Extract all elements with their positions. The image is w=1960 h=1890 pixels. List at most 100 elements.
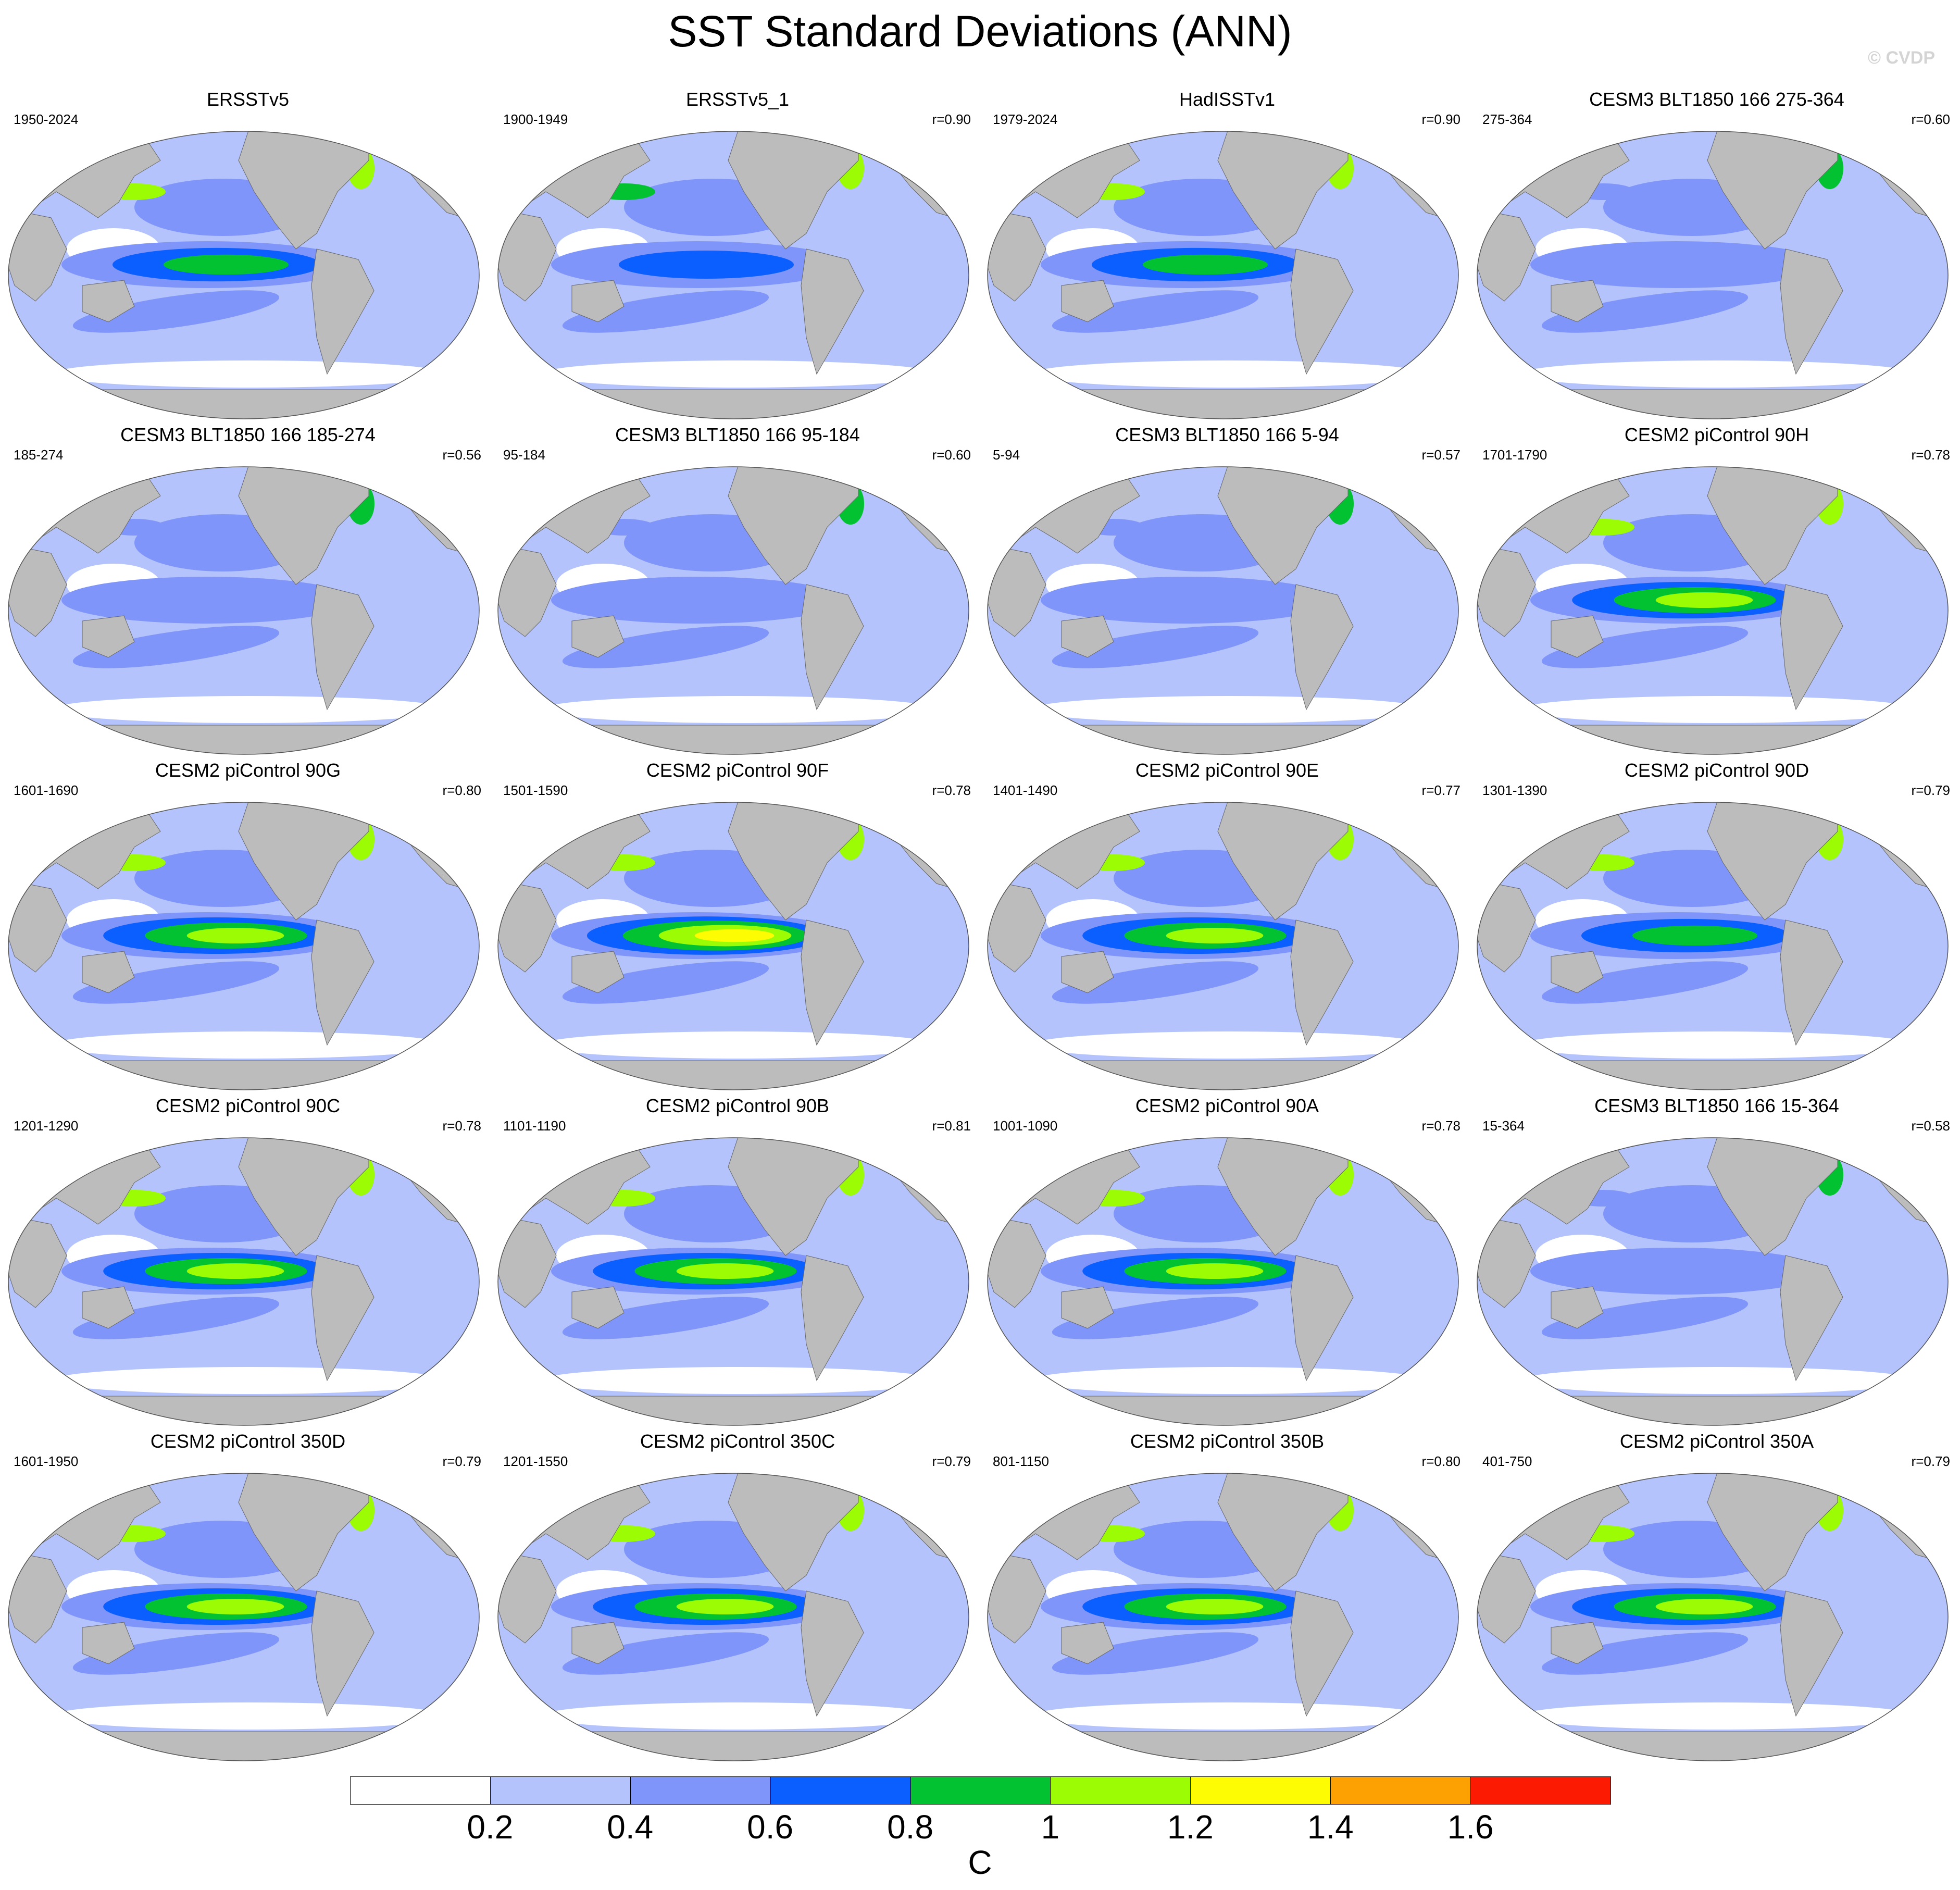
map-panel: CESM2 piControl 90F 1501-1590 r=0.78 <box>494 759 981 1134</box>
sst-map <box>1477 466 1949 755</box>
land-africa <box>498 1218 557 1308</box>
map-panel: CESM2 piControl 350D 1601-1950 r=0.79 <box>4 1429 492 1805</box>
map-outline <box>1477 1473 1949 1761</box>
panel-title: HadISSTv1 <box>1179 89 1276 110</box>
panel-years: 1001-1090 <box>993 1118 1058 1134</box>
south-pacific-band <box>562 290 769 333</box>
land-africa <box>988 1554 1046 1644</box>
south-pacific-band <box>1541 626 1749 668</box>
panel-title: CESM3 BLT1850 166 5-94 <box>1115 424 1339 445</box>
map-outline <box>987 1137 1459 1426</box>
colorbar-tick-label: 1 <box>1041 1808 1060 1846</box>
low-variability-region <box>541 1031 937 1059</box>
land-south-america <box>311 1590 374 1717</box>
south-pacific-band <box>72 1297 280 1339</box>
panel-title: CESM3 BLT1850 166 15-364 <box>1594 1095 1839 1116</box>
south-pacific-band <box>1541 961 1749 1004</box>
sst-map <box>1477 131 1949 419</box>
sst-map <box>987 802 1459 1090</box>
land-south-america <box>1290 1590 1354 1717</box>
land-australia <box>1061 615 1114 658</box>
equatorial-variability-tongue <box>186 928 284 943</box>
panel-years: 95-184 <box>503 447 545 463</box>
panel-correlation: r=0.80 <box>1421 1453 1460 1469</box>
equatorial-variability-tongue <box>164 254 289 275</box>
colorbar-tick-label: 0.2 <box>467 1808 514 1846</box>
watermark: © CVDP <box>1868 48 1935 68</box>
map-outline <box>8 1137 480 1426</box>
map-outline <box>497 466 969 755</box>
panel-title: CESM2 piControl 350A <box>1619 1431 1814 1452</box>
panel-correlation: r=0.77 <box>1421 782 1460 798</box>
low-variability-region <box>51 1367 447 1394</box>
panel-correlation: r=0.90 <box>932 111 971 127</box>
panel-title: CESM3 BLT1850 166 185-274 <box>120 424 376 445</box>
panel-correlation: r=0.80 <box>442 782 481 798</box>
panel-title: CESM2 piControl 90H <box>1624 424 1809 445</box>
land-antarctica <box>8 389 479 419</box>
panel-years: 801-1150 <box>993 1453 1049 1469</box>
low-variability-region <box>1520 1031 1916 1059</box>
panel-years: 1601-1690 <box>14 782 79 798</box>
equatorial-variability-tongue <box>619 251 794 279</box>
land-africa <box>498 883 557 973</box>
panel-years: 15-364 <box>1482 1118 1525 1134</box>
land-antarctica <box>988 725 1458 754</box>
map-panel: CESM2 piControl 350B 801-1150 r=0.80 <box>983 1429 1471 1805</box>
equatorial-variability-tongue <box>1143 254 1268 275</box>
land-south-america <box>1780 1590 1843 1717</box>
panel-years: 1301-1390 <box>1482 782 1547 798</box>
land-south-america <box>1290 1255 1354 1382</box>
panel-years: 1201-1290 <box>14 1118 79 1134</box>
equatorial-variability-tongue <box>694 929 775 942</box>
equatorial-variability-tongue <box>676 1263 774 1279</box>
panel-correlation: r=0.79 <box>1911 1453 1950 1469</box>
land-south-america <box>1290 248 1354 375</box>
land-south-america <box>801 584 864 711</box>
panel-title: CESM2 piControl 90G <box>155 760 341 781</box>
equatorial-variability-tongue <box>1530 241 1822 288</box>
land-australia <box>1551 615 1604 658</box>
panel-correlation: r=0.79 <box>932 1453 971 1469</box>
map-outline <box>497 802 969 1090</box>
land-africa <box>988 212 1046 302</box>
map-outline <box>987 802 1459 1090</box>
map-panel: CESM2 piControl 90G 1601-1690 r=0.80 <box>4 759 492 1134</box>
land-south-america <box>1780 584 1843 711</box>
sst-map <box>497 802 969 1090</box>
panel-title: CESM3 BLT1850 166 95-184 <box>615 424 860 445</box>
colorbar-swatch <box>1190 1776 1331 1805</box>
south-pacific-band <box>1052 961 1259 1004</box>
land-antarctica <box>1477 725 1948 754</box>
sst-map <box>987 466 1459 755</box>
land-africa <box>8 212 67 302</box>
sst-map <box>8 802 480 1090</box>
colorbar-swatch <box>910 1776 1051 1805</box>
map-panel: CESM2 piControl 90H 1701-1790 r=0.78 <box>1473 423 1960 798</box>
land-antarctica <box>498 1731 969 1761</box>
land-australia <box>571 280 625 322</box>
sst-map <box>987 1137 1459 1426</box>
map-outline <box>8 466 480 755</box>
land-south-america <box>311 584 374 711</box>
map-outline <box>8 131 480 419</box>
colorbar-swatch <box>770 1776 911 1805</box>
equatorial-variability-tongue <box>61 577 353 624</box>
sst-map <box>497 466 969 755</box>
land-antarctica <box>498 1396 969 1425</box>
map-outline <box>497 131 969 419</box>
south-pacific-band <box>72 961 280 1004</box>
land-australia <box>82 951 135 993</box>
panel-years: 1601-1950 <box>14 1453 79 1469</box>
panel-title: ERSSTv5_1 <box>685 89 790 110</box>
panel-years: 275-364 <box>1482 111 1532 127</box>
land-australia <box>571 1622 625 1664</box>
south-pacific-band <box>1541 1297 1749 1339</box>
land-south-america <box>1780 248 1843 375</box>
map-outline <box>1477 466 1949 755</box>
map-panel: CESM2 piControl 350A 401-750 r=0.79 <box>1473 1429 1960 1805</box>
map-panel: CESM3 BLT1850 166 275-364 275-364 r=0.60 <box>1473 88 1960 463</box>
panel-title: ERSSTv5 <box>206 89 290 110</box>
land-antarctica <box>8 1731 479 1761</box>
low-variability-region <box>541 1702 937 1730</box>
